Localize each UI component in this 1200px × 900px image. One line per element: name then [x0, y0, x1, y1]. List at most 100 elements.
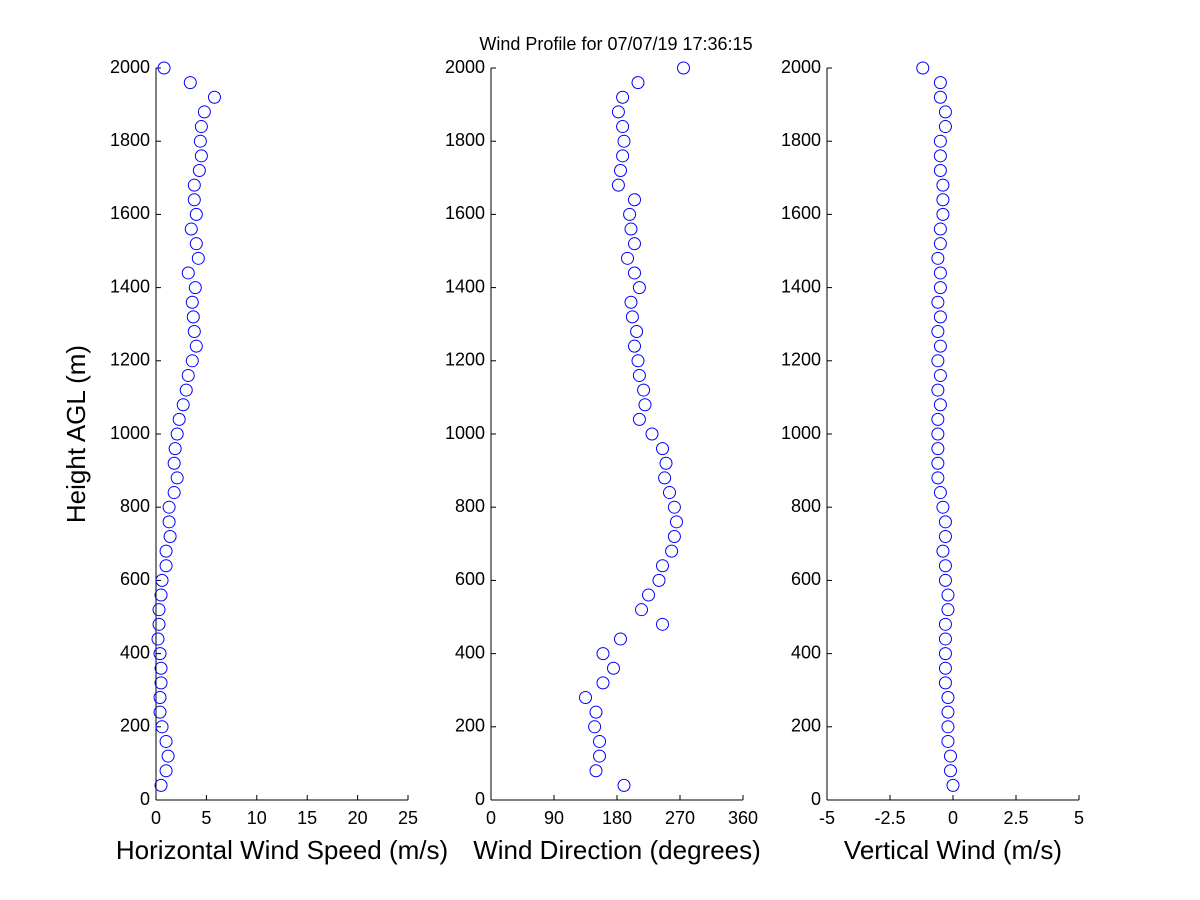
point	[153, 691, 167, 705]
point	[938, 617, 952, 631]
point	[667, 500, 681, 514]
point	[931, 456, 945, 470]
y-tick-label: 1600	[445, 203, 485, 223]
point	[659, 456, 673, 470]
point	[941, 691, 955, 705]
x-tick-label: 10	[247, 808, 267, 828]
point	[179, 383, 193, 397]
point	[938, 559, 952, 573]
point	[607, 661, 620, 675]
point	[941, 603, 955, 617]
point	[632, 412, 646, 426]
point	[631, 354, 645, 368]
point	[616, 90, 630, 104]
point	[625, 310, 639, 324]
point	[938, 529, 952, 543]
point	[183, 76, 197, 90]
point	[933, 222, 947, 236]
point	[589, 705, 603, 719]
y-tick-label: 200	[791, 716, 821, 736]
y-tick-label: 1800	[781, 130, 821, 150]
point	[197, 105, 211, 119]
point	[936, 500, 950, 514]
y-tick-label: 1200	[110, 350, 150, 370]
point	[170, 427, 184, 441]
x-tick-label: 0	[948, 808, 958, 828]
point	[938, 661, 952, 675]
point	[667, 529, 681, 543]
point	[155, 573, 169, 587]
point	[941, 588, 955, 602]
x-tick-label: 360	[728, 808, 758, 828]
point	[593, 734, 606, 748]
point	[670, 515, 683, 529]
point	[185, 295, 199, 309]
point	[631, 76, 645, 90]
y-tick-label: 1200	[445, 350, 485, 370]
y-tick-label: 800	[791, 496, 821, 516]
y-tick-label: 200	[455, 716, 485, 736]
point	[161, 749, 175, 763]
point	[943, 749, 957, 763]
point	[167, 486, 181, 500]
point	[916, 61, 930, 75]
x-tick-label: 5	[201, 808, 211, 828]
y-tick-label: 2000	[110, 57, 150, 77]
point	[614, 632, 627, 646]
point	[658, 471, 672, 485]
y-tick-label: 800	[120, 496, 150, 516]
point	[637, 383, 651, 397]
point	[933, 339, 947, 353]
point	[153, 647, 167, 661]
point	[163, 529, 177, 543]
point	[624, 222, 638, 236]
point	[931, 412, 945, 426]
point	[616, 149, 630, 163]
x-tick-label: 0	[486, 808, 496, 828]
point	[611, 105, 625, 119]
y-tick-label: 2000	[445, 57, 485, 77]
x-axis-label: Vertical Wind (m/s)	[844, 835, 1062, 865]
y-tick-label: 400	[120, 642, 150, 662]
point	[645, 427, 659, 441]
y-tick-label: 600	[120, 569, 150, 589]
point	[656, 559, 669, 573]
point	[941, 720, 955, 734]
x-tick-label: 20	[348, 808, 368, 828]
point	[624, 295, 638, 309]
point	[938, 515, 952, 529]
point	[188, 281, 202, 295]
point	[936, 178, 950, 192]
y-tick-label: 0	[811, 789, 821, 809]
y-tick-label: 0	[140, 789, 150, 809]
point	[677, 61, 690, 75]
y-axis-label: Height AGL (m)	[61, 345, 91, 523]
y-tick-label: 1800	[110, 130, 150, 150]
point	[157, 61, 171, 75]
y-tick-label: 1000	[110, 423, 150, 443]
point	[189, 207, 203, 221]
point	[181, 266, 195, 280]
y-tick-label: 1400	[110, 276, 150, 296]
point	[176, 398, 190, 412]
point	[154, 676, 168, 690]
point	[616, 120, 630, 134]
point	[931, 427, 945, 441]
y-tick-label: 1800	[445, 130, 485, 150]
point	[162, 515, 176, 529]
point	[611, 178, 625, 192]
x-tick-label: 0	[151, 808, 161, 828]
point	[155, 720, 169, 734]
point	[933, 90, 947, 104]
point	[623, 207, 637, 221]
point	[933, 134, 947, 148]
point	[194, 120, 208, 134]
point	[933, 486, 947, 500]
point	[589, 764, 603, 778]
point	[596, 647, 610, 661]
point	[187, 178, 201, 192]
y-tick-label: 600	[455, 569, 485, 589]
y-tick-label: 600	[791, 569, 821, 589]
point	[167, 456, 181, 470]
